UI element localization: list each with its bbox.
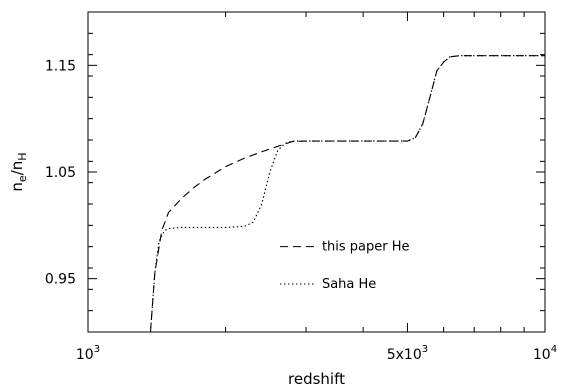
plot-area-frame — [87, 11, 546, 333]
series-lines — [149, 55, 545, 333]
x-axis-label: redshift — [288, 370, 345, 388]
legend-label-saha-he: Saha He — [322, 277, 376, 292]
x-tick-label: 103 — [76, 344, 100, 363]
y-tick-labels: 0.95 1.05 1.15 — [45, 58, 76, 287]
x-tick-label: 104 — [533, 344, 557, 363]
axis-ticks — [87, 11, 546, 333]
legend: this paper He Saha He — [279, 240, 410, 292]
series-line-this-paper-he — [149, 55, 545, 333]
x-tick-labels: 103 5x103 104 — [76, 344, 557, 363]
y-tick-label: 0.95 — [45, 272, 76, 288]
y-tick-label: 1.05 — [45, 165, 76, 181]
y-axis-label: ne/nH — [8, 152, 29, 191]
y-tick-label: 1.15 — [45, 58, 76, 74]
x-tick-label: 5x103 — [387, 344, 428, 363]
legend-label-this-paper-he: this paper He — [322, 240, 410, 255]
